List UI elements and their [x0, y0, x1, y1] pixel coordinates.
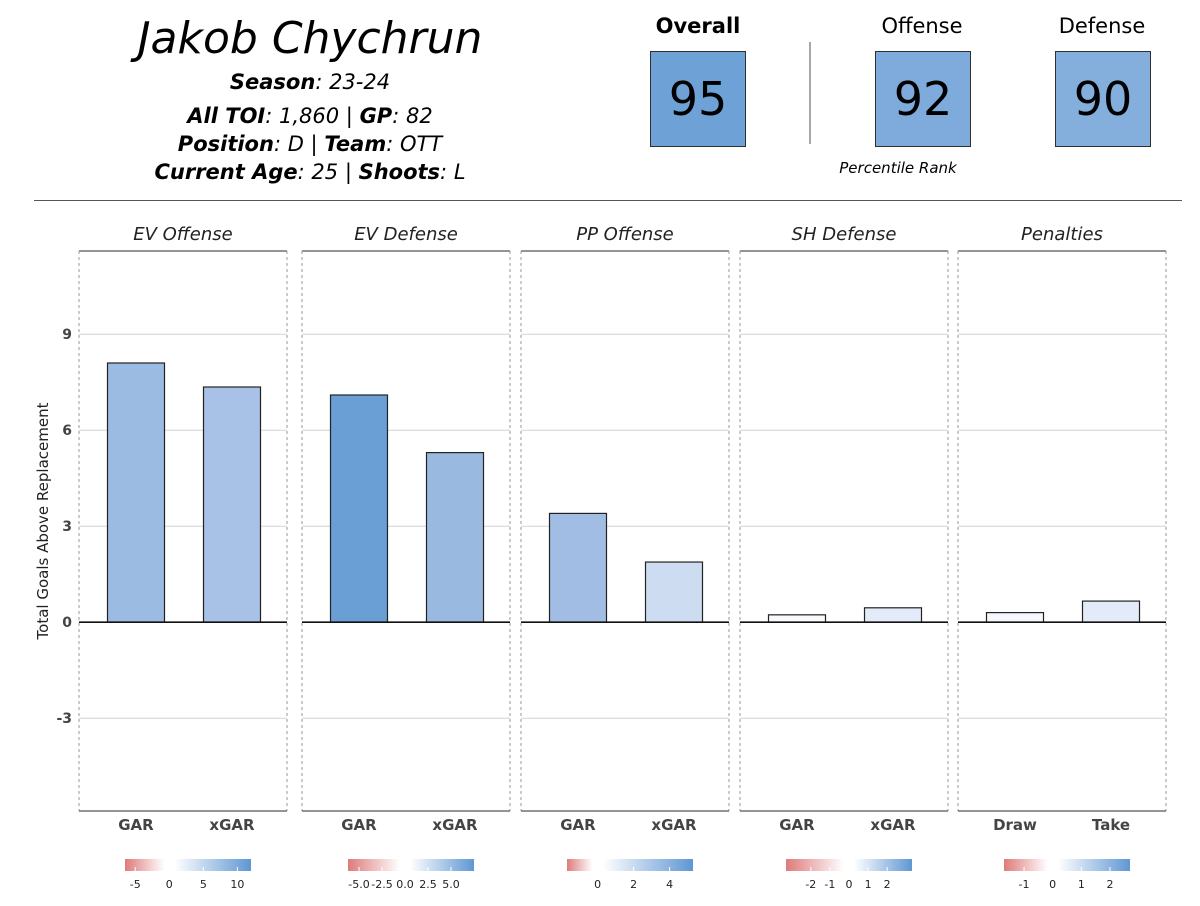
- season-value: 23-24: [329, 70, 391, 94]
- y-tick-label: 0: [62, 615, 72, 631]
- colorbar-tick-label: -1: [824, 878, 835, 891]
- score-divider: [809, 42, 811, 144]
- panel-title-pp-offense: PP Offense: [576, 224, 674, 245]
- colorbar-tick-label: 0: [594, 878, 601, 891]
- x-tick-label: xGAR: [870, 816, 916, 834]
- colorbar-tick-label: 0.0: [396, 878, 414, 891]
- bar-penalties-take: [1081, 600, 1141, 623]
- colorbar-tick-label: -1: [1019, 878, 1030, 891]
- offense-label: Offense: [881, 14, 963, 38]
- y-tick-label: 9: [62, 327, 72, 343]
- colorbar-tick-label: 0: [846, 878, 853, 891]
- panel-title-penalties: Penalties: [1021, 224, 1103, 245]
- defense-label: Defense: [1058, 14, 1146, 38]
- x-tick-label: xGAR: [209, 816, 255, 834]
- gp-value: 82: [405, 104, 433, 128]
- age-line: Current Age: 25 | Shoots: L: [154, 160, 466, 184]
- colorbar-tick-label: 2: [630, 878, 637, 891]
- panel-title-sh-defense: SH Defense: [792, 224, 897, 245]
- gp-label: GP: [359, 104, 393, 128]
- colorbar-tick-label: -5: [130, 878, 141, 891]
- colorbar-tick-label: 5.0: [442, 878, 460, 891]
- team-value: OTT: [400, 132, 443, 156]
- colorbar-ev-defense: [348, 859, 474, 871]
- colorbar-pp-offense: [567, 859, 693, 871]
- shoots-value: L: [453, 160, 466, 184]
- bar-ev-offense-xgar: [202, 386, 262, 623]
- y-tick-label: -3: [56, 711, 72, 727]
- x-tick-label: xGAR: [432, 816, 478, 834]
- defense-score-box: 90: [1055, 51, 1151, 147]
- colorbar-ev-offense: [125, 859, 251, 871]
- colorbar-tick-label: 2: [1106, 878, 1113, 891]
- toi-line: All TOI: 1,860 | GP: 82: [187, 104, 433, 128]
- bar-ev-defense-gar: [329, 394, 389, 623]
- age-label: Current Age: [154, 160, 298, 184]
- colorbar-tick-label: 2.5: [419, 878, 437, 891]
- bar-pp-offense-gar: [548, 512, 608, 623]
- colorbar-penalties: [1004, 859, 1130, 871]
- colorbar-tick-label: 1: [1078, 878, 1085, 891]
- bar-penalties-draw: [985, 611, 1045, 623]
- x-tick-label: Draw: [993, 816, 1037, 834]
- y-axis-label: Total Goals Above Replacement: [34, 402, 52, 640]
- overall-label: Overall: [655, 14, 741, 38]
- x-tick-label: GAR: [560, 816, 596, 834]
- y-tick-label: 3: [62, 519, 72, 535]
- bar-sh-defense-xgar: [863, 607, 923, 623]
- toi-value: 1,860: [279, 104, 340, 128]
- bar-sh-defense-gar: [767, 614, 827, 623]
- x-tick-label: xGAR: [651, 816, 697, 834]
- y-tick-label: 6: [62, 423, 72, 439]
- offense-score-box: 92: [875, 51, 971, 147]
- colorbar-tick-label: -2.5: [371, 878, 392, 891]
- shoots-label: Shoots: [358, 160, 441, 184]
- x-tick-label: GAR: [341, 816, 377, 834]
- bar-ev-defense-xgar: [425, 452, 485, 623]
- panel-title-ev-offense: EV Offense: [133, 224, 233, 245]
- colorbar-sh-defense: [786, 859, 912, 871]
- overall-score-box: 95: [650, 51, 746, 147]
- season-line: Season: 23-24: [229, 70, 391, 94]
- bar-ev-offense-gar: [106, 362, 166, 623]
- percentile-caption: Percentile Rank: [839, 159, 957, 177]
- x-tick-label: Take: [1092, 816, 1130, 834]
- age-value: 25: [311, 160, 339, 184]
- bar-pp-offense-xgar: [644, 561, 704, 623]
- position-label: Position: [177, 132, 274, 156]
- player-name: Jakob Chychrun: [137, 13, 483, 64]
- colorbar-tick-label: -2: [805, 878, 816, 891]
- colorbar-tick-label: 2: [884, 878, 891, 891]
- position-value: D: [287, 132, 304, 156]
- header-rule: [34, 200, 1182, 201]
- x-tick-label: GAR: [118, 816, 154, 834]
- colorbar-tick-label: -5.0: [348, 878, 369, 891]
- x-tick-label: GAR: [779, 816, 815, 834]
- colorbar-tick-label: 0: [1049, 878, 1056, 891]
- season-label: Season: [229, 70, 316, 94]
- colorbar-tick-label: 1: [865, 878, 872, 891]
- team-label: Team: [324, 132, 387, 156]
- colorbar-tick-label: 10: [230, 878, 244, 891]
- panel-title-ev-defense: EV Defense: [354, 224, 458, 245]
- colorbar-tick-label: 0: [166, 878, 173, 891]
- toi-label: All TOI: [187, 104, 266, 128]
- colorbar-tick-label: 4: [666, 878, 673, 891]
- position-line: Position: D | Team: OTT: [177, 132, 443, 156]
- colorbar-tick-label: 5: [200, 878, 207, 891]
